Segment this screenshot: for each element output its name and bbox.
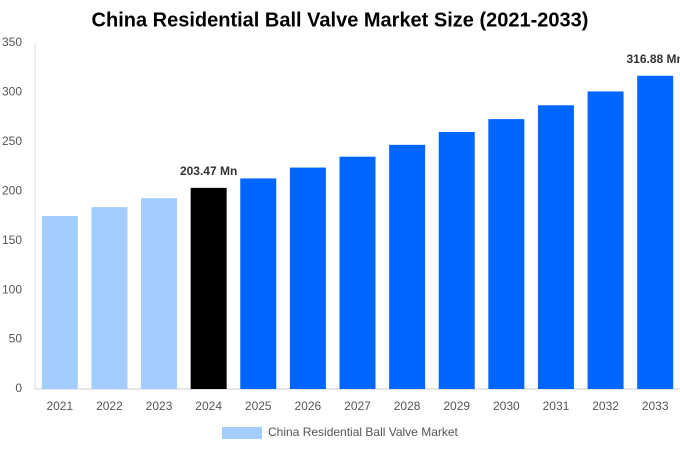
chart-title: China Residential Ball Valve Market Size… — [92, 9, 589, 31]
bar — [240, 178, 277, 389]
y-tick-label: 50 — [9, 332, 23, 346]
x-tick-label: 2033 — [642, 399, 669, 413]
y-tick-label: 150 — [2, 233, 22, 247]
bar — [289, 167, 326, 389]
x-tick-label: 2026 — [295, 399, 322, 413]
bar — [637, 75, 674, 389]
value-label: 203.47 Mn — [180, 164, 237, 178]
y-tick-label: 0 — [15, 381, 22, 395]
x-tick-label: 2021 — [46, 399, 73, 413]
bar — [587, 91, 624, 389]
bar — [438, 131, 475, 389]
value-label: 316.88 Mn — [627, 52, 680, 66]
y-tick-label: 300 — [2, 85, 22, 99]
x-tick-label: 2022 — [96, 399, 123, 413]
y-tick-label: 200 — [2, 183, 22, 197]
bar — [389, 144, 426, 389]
x-tick-label: 2023 — [146, 399, 173, 413]
bar — [488, 119, 525, 390]
bar — [339, 156, 376, 389]
legend-swatch — [222, 427, 262, 439]
y-tick-label: 250 — [2, 134, 22, 148]
x-tick-label: 2032 — [592, 399, 619, 413]
x-tick-label: 2027 — [344, 399, 371, 413]
legend-label: China Residential Ball Valve Market — [268, 425, 459, 439]
y-tick-label: 350 — [2, 35, 22, 49]
bar — [41, 216, 78, 389]
bar — [190, 187, 227, 389]
x-tick-label: 2030 — [493, 399, 520, 413]
x-tick-label: 2024 — [195, 399, 222, 413]
x-tick-label: 2028 — [394, 399, 421, 413]
x-tick-label: 2025 — [245, 399, 272, 413]
bar — [91, 207, 128, 389]
y-tick-label: 100 — [2, 282, 22, 296]
x-tick-label: 2031 — [543, 399, 570, 413]
bar — [141, 198, 178, 389]
x-tick-label: 2029 — [443, 399, 470, 413]
bar — [537, 105, 574, 389]
